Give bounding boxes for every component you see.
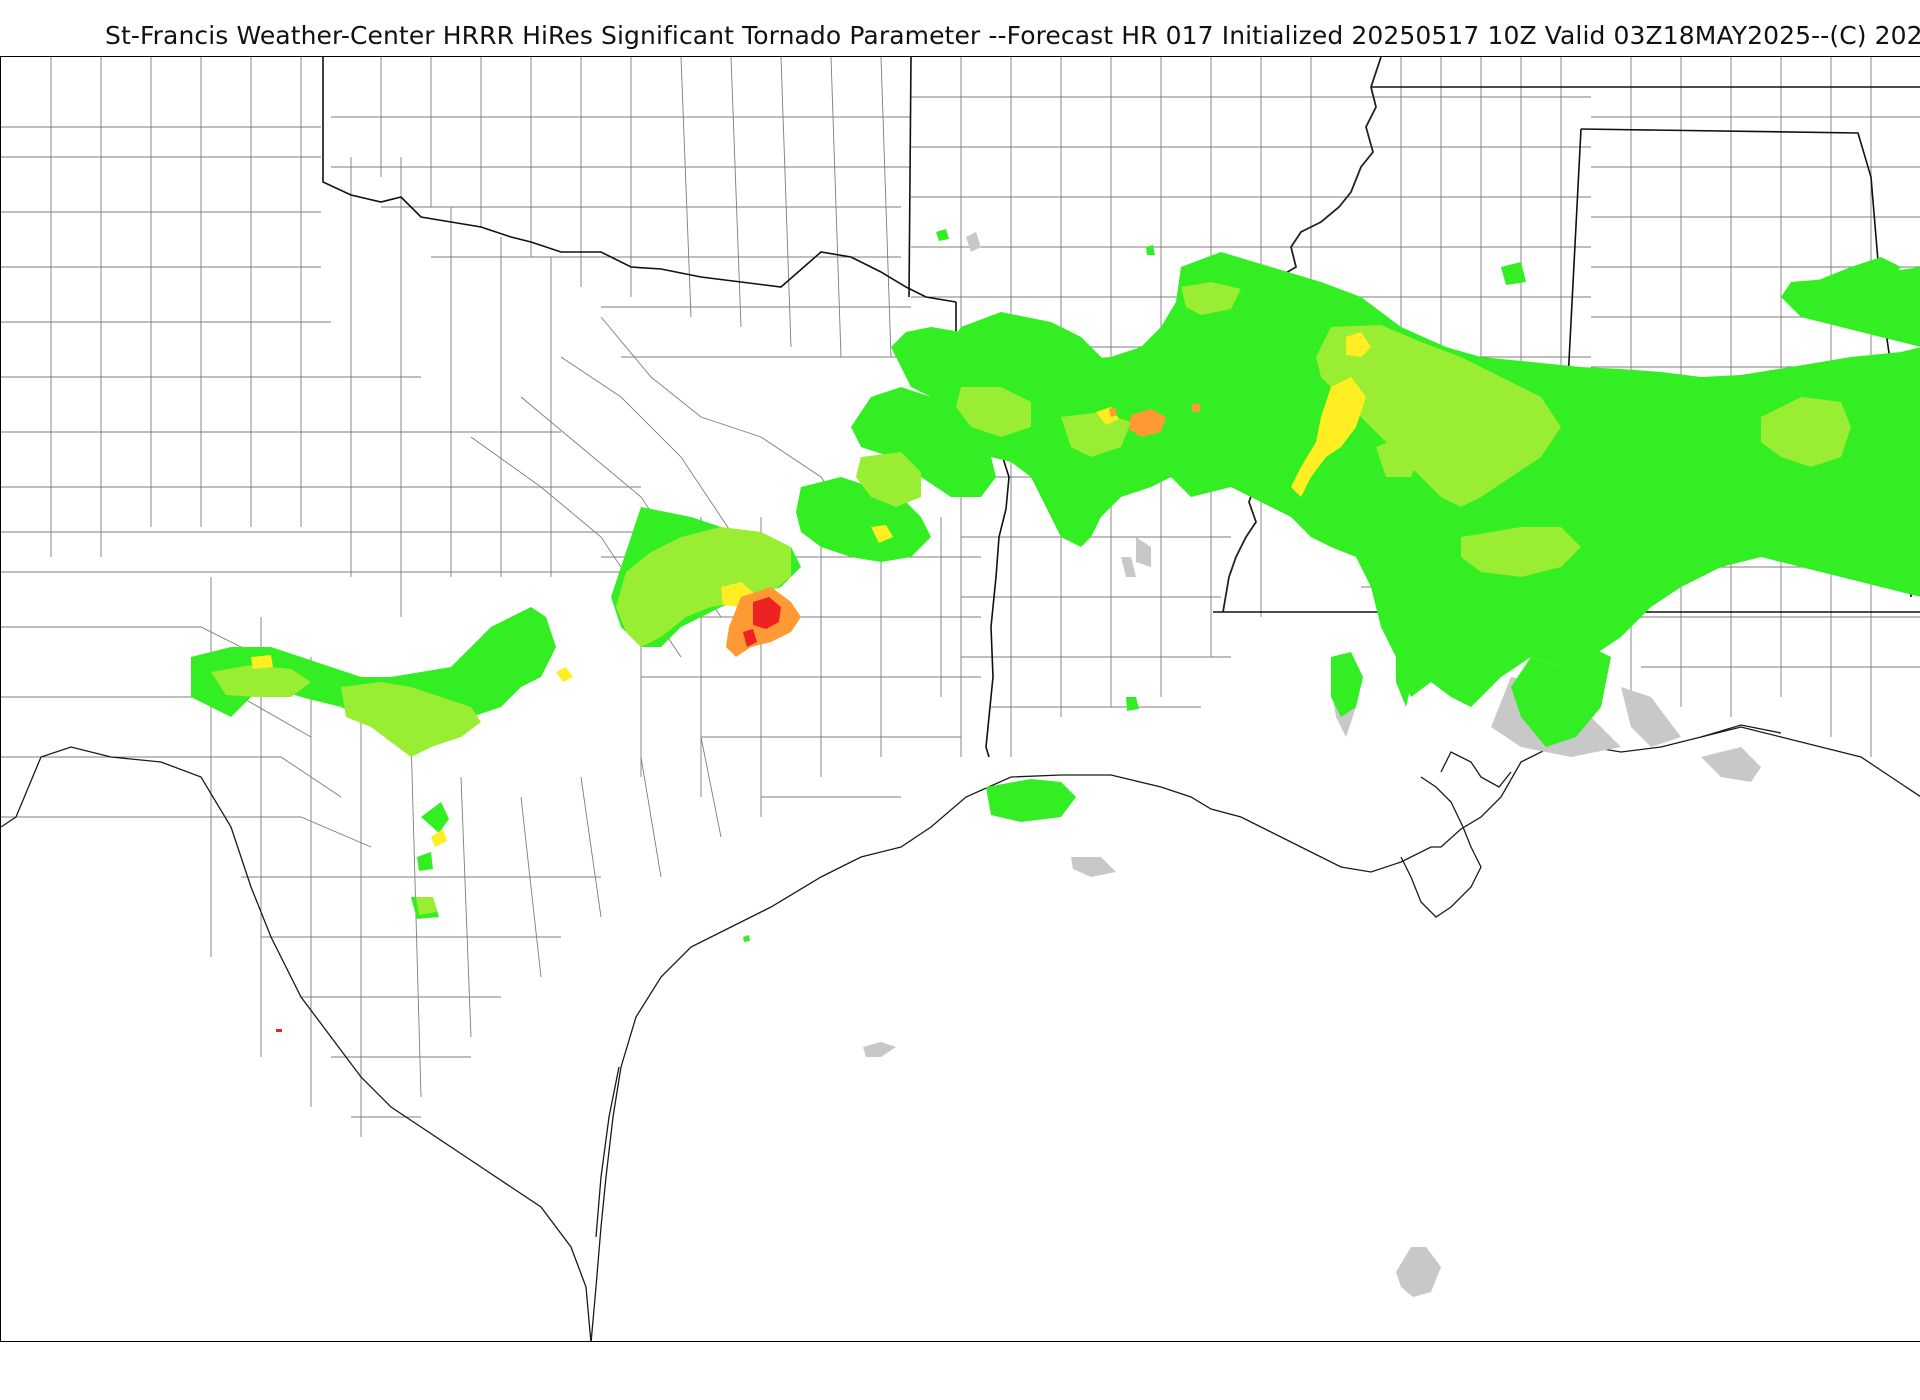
forecast-map — [1, 57, 1920, 1341]
stp-lightgreen-areas — [211, 282, 1851, 915]
map-title: St-Francis Weather-Center HRRR HiRes Sig… — [105, 21, 1920, 50]
map-panel — [0, 56, 1920, 1342]
stp-yellow-areas — [251, 332, 1371, 847]
stp-green-areas — [191, 229, 1920, 942]
barrier-islands — [595, 724, 1782, 1238]
gulf-coastline — [1, 726, 1920, 1341]
stp-red-areas — [276, 597, 781, 1032]
